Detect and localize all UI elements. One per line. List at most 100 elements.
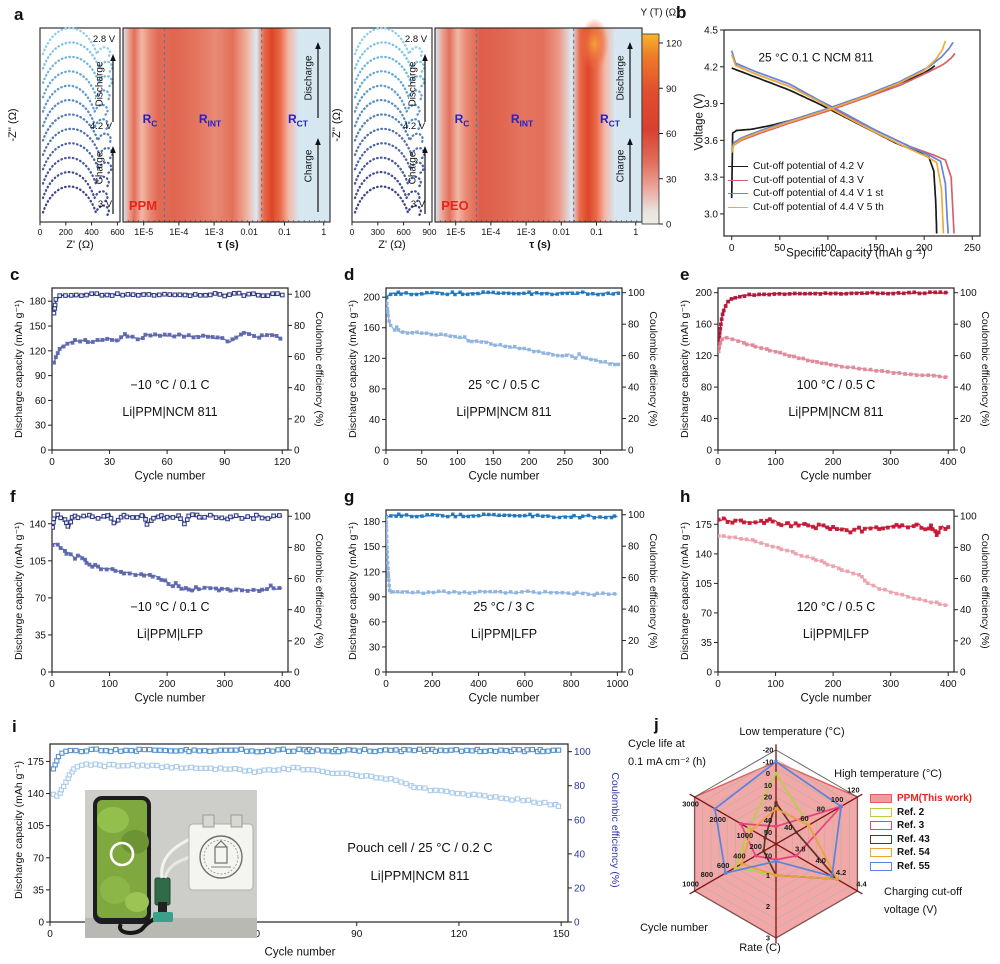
svg-text:180: 180: [29, 297, 46, 308]
legend-line-swatch: [728, 206, 748, 208]
nyquist1-voltage-2p8: 2.8 V: [92, 33, 116, 45]
svg-text:100: 100: [960, 512, 977, 523]
svg-text:60: 60: [666, 129, 677, 140]
svg-text:40: 40: [784, 823, 792, 832]
svg-text:80: 80: [369, 384, 381, 395]
svg-text:90: 90: [219, 457, 231, 468]
svg-text:3000: 3000: [682, 799, 699, 808]
svg-text:400: 400: [733, 851, 746, 860]
drt1-ppm-label: PPM: [128, 197, 158, 213]
svg-text:40: 40: [960, 383, 972, 394]
svg-text:0: 0: [374, 668, 380, 679]
svg-text:40: 40: [574, 849, 586, 860]
svg-text:1E-3: 1E-3: [205, 227, 224, 237]
svg-text:4.2: 4.2: [704, 62, 718, 73]
drt1-discharge-label: Discharge: [303, 55, 315, 101]
panel-g-cell: Li|PPM|LFP: [470, 627, 538, 642]
svg-text:10: 10: [764, 781, 772, 790]
panel-e-condition: 100 °C / 0.5 C: [796, 378, 876, 393]
svg-text:150: 150: [485, 457, 502, 468]
nyquist1-voltage-4p2: 4.2 V: [89, 120, 113, 132]
svg-text:800: 800: [563, 679, 580, 690]
svg-text:100: 100: [294, 290, 311, 301]
panel-i-cell: Li|PPM|NCM 811: [370, 867, 470, 883]
panel-i-x-axis-label: Cycle number: [264, 946, 336, 959]
svg-text:100: 100: [767, 679, 784, 690]
panel-g-right-axis-label: Coulombic efficiency (%): [646, 533, 659, 649]
svg-text:0: 0: [38, 918, 44, 929]
svg-text:100: 100: [628, 288, 645, 299]
panel-d-cell: Li|PPM|NCM 811: [456, 405, 552, 420]
svg-text:175: 175: [27, 757, 44, 768]
svg-text:0.1: 0.1: [278, 227, 291, 237]
svg-text:1000: 1000: [606, 679, 629, 690]
svg-text:175: 175: [695, 520, 712, 531]
svg-text:0: 0: [715, 457, 721, 468]
svg-text:60: 60: [628, 573, 640, 584]
panel-f-right-axis-label: Coulombic efficiency (%): [312, 533, 325, 649]
panel-a-colorbar: 120 90 60 30 0: [641, 33, 682, 231]
panel-b-title: 25 °C 0.1 C NCM 811: [758, 50, 874, 65]
svg-text:4.4: 4.4: [856, 880, 867, 889]
panel-i-condition: Pouch cell / 25 °C / 0.2 C: [347, 839, 493, 855]
svg-text:600: 600: [110, 227, 124, 237]
radar-axis-cycle-life-line1: Cycle life at: [628, 738, 685, 750]
svg-text:60: 60: [574, 815, 586, 826]
svg-text:100: 100: [101, 679, 118, 690]
nyquist2-discharge-label: Discharge: [407, 61, 419, 107]
nyquist2-voltage-2p8: 2.8 V: [404, 33, 428, 45]
svg-text:120: 120: [847, 786, 860, 795]
svg-text:0: 0: [294, 668, 300, 679]
panel-a-nyquist-ppm-chart: 0 200 400 600: [38, 27, 125, 237]
nyquist2-charge-label: Charge: [407, 151, 419, 185]
svg-text:100: 100: [767, 457, 784, 468]
svg-text:150: 150: [868, 243, 885, 254]
svg-text:60: 60: [960, 351, 972, 362]
svg-text:140: 140: [27, 789, 44, 800]
panel-g-chart: 0 200 400 600 800 100003060901201501800204060…: [363, 509, 645, 690]
svg-text:1E-4: 1E-4: [169, 227, 188, 237]
svg-text:40: 40: [294, 383, 306, 394]
svg-text:70: 70: [764, 851, 772, 860]
svg-text:0: 0: [715, 679, 721, 690]
svg-text:35: 35: [701, 638, 713, 649]
colorbar-label: Y (T) (Ω): [640, 7, 680, 19]
legend-label: Ref. 2: [897, 806, 925, 818]
radar-axis-charging-cutoff-line1: Charging cut-off: [884, 886, 963, 898]
svg-text:4.2: 4.2: [836, 868, 846, 877]
svg-text:140: 140: [29, 519, 46, 530]
svg-text:2: 2: [766, 902, 770, 911]
radar-legend-item-5: Ref. 55: [870, 860, 972, 874]
svg-text:40: 40: [960, 605, 972, 616]
svg-text:140: 140: [695, 549, 712, 560]
pouch-cell-photo-inset: [85, 790, 257, 938]
drt1-x-axis-label: τ (s): [217, 239, 238, 251]
svg-text:0: 0: [40, 446, 46, 457]
svg-text:120: 120: [695, 351, 712, 362]
svg-text:20: 20: [628, 414, 640, 425]
panel-a-drt-ppm-heatmap: 1E-5 1E-4 1E-3 0.01 0.1 1: [122, 27, 331, 237]
svg-text:80: 80: [294, 321, 306, 332]
svg-text:1: 1: [766, 871, 770, 880]
svg-text:300: 300: [882, 457, 899, 468]
svg-text:0: 0: [350, 227, 355, 237]
svg-text:800: 800: [701, 870, 714, 879]
panel-d-x-axis-label: Cycle number: [468, 470, 540, 483]
tau-label-2: τ (s): [529, 238, 551, 251]
svg-text:100: 100: [960, 288, 977, 299]
svg-text:50: 50: [416, 457, 428, 468]
svg-text:60: 60: [369, 617, 381, 628]
panel-e-x-axis-label: Cycle number: [800, 470, 872, 483]
panel-c-condition: −10 °C / 0.1 C: [130, 378, 210, 393]
panel-b-legend: Cut-off potential of 4.2 V Cut-off potent…: [728, 160, 884, 214]
svg-text:1E-4: 1E-4: [481, 227, 500, 237]
panel-b-legend-item-2: Cut-off potential of 4.4 V 1 st: [728, 187, 884, 201]
svg-text:120: 120: [274, 457, 291, 468]
svg-text:200: 200: [159, 679, 176, 690]
svg-text:100: 100: [820, 243, 837, 254]
svg-text:0: 0: [49, 457, 55, 468]
